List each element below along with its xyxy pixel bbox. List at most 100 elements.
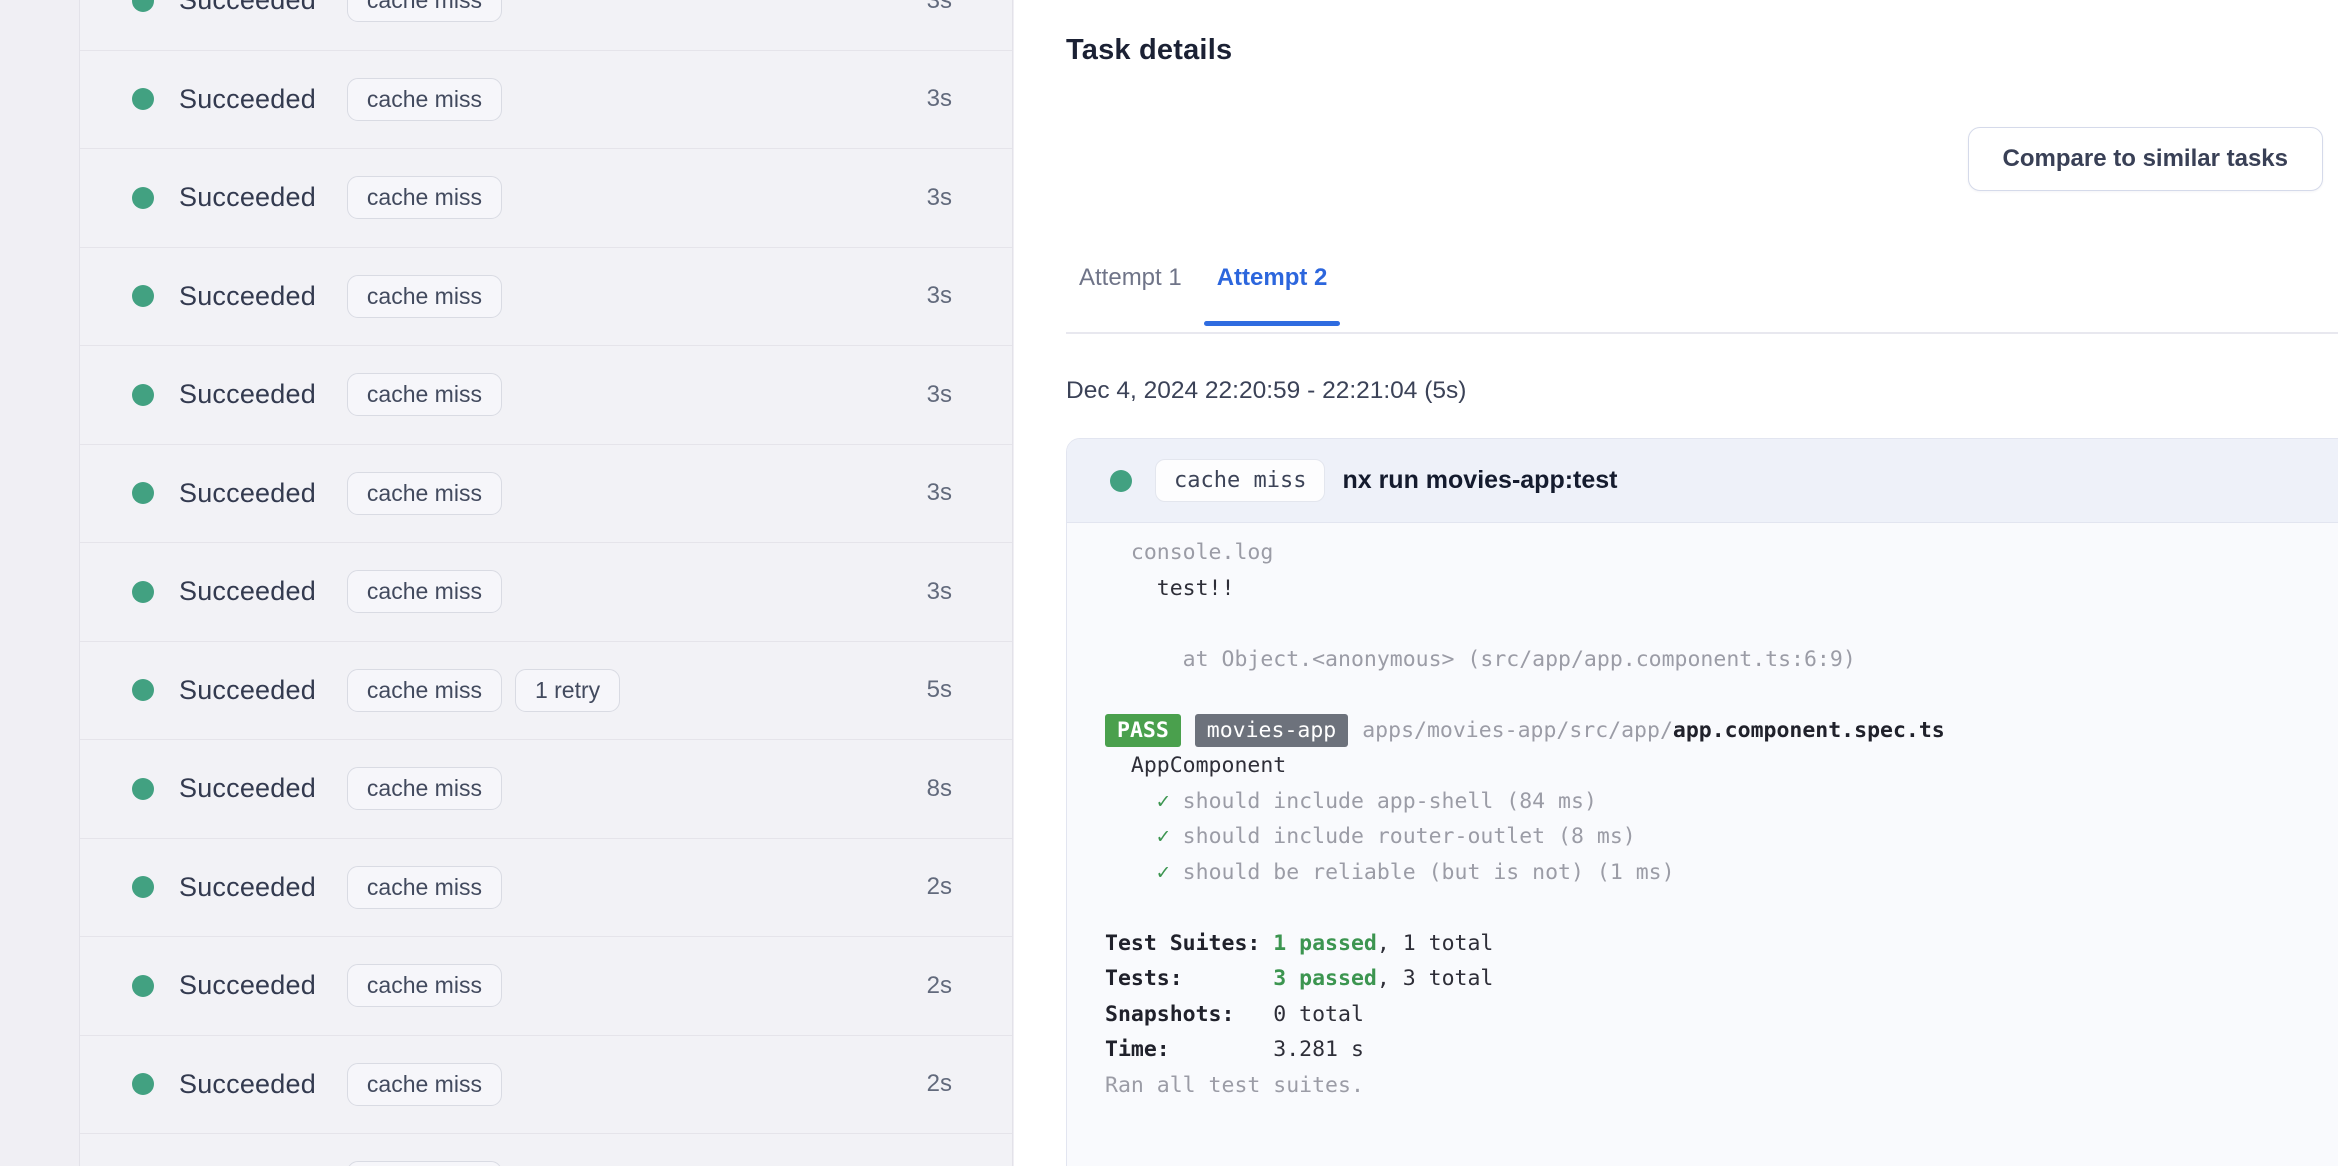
cache-status-badge: cache miss (346, 77, 502, 121)
terminal-line (1105, 890, 2338, 926)
task-badges: cache miss (346, 0, 502, 23)
task-row[interactable]: Succeeded cache miss 8s (80, 740, 1012, 839)
task-status-label: Succeeded (179, 576, 316, 607)
task-row[interactable]: Succeeded cache miss 3s (80, 149, 1012, 248)
status-dot-icon (1110, 469, 1132, 492)
task-duration: 3s (926, 380, 952, 408)
cache-status-badge: cache miss (346, 767, 502, 811)
attempt-tabs: Attempt 1 Attempt 2 (1066, 248, 2338, 334)
terminal-line: AppComponent (1105, 753, 1287, 778)
task-duration: 3s (926, 85, 952, 113)
cache-status-badge: cache miss (346, 1062, 502, 1106)
status-dot-icon (132, 1073, 154, 1096)
task-status-label: Succeeded (179, 477, 316, 508)
terminal-line: at Object.<anonymous> (src/app/app.compo… (1105, 646, 1856, 672)
task-duration: 2s (926, 873, 952, 901)
cache-miss-badge: cache miss (1155, 459, 1326, 502)
terminal-line: test!! (1105, 575, 1235, 601)
task-list: Succeeded cache miss 3s Succeeded cache miss… (79, 0, 1013, 1166)
status-dot-icon (132, 876, 154, 899)
task-row[interactable]: Succeeded cache miss 3s (80, 0, 1012, 51)
task-badges: cache miss (346, 767, 502, 811)
task-badges: cache miss (346, 964, 502, 1008)
terminal-line: Snapshots: 0 total (1105, 1001, 1364, 1027)
status-dot-icon (132, 974, 154, 997)
terminal-line (1105, 606, 2338, 642)
task-row[interactable]: Succeeded cache miss 2s (80, 1036, 1012, 1134)
task-duration: 3s (926, 577, 952, 605)
task-badges: cache miss 1 retry (346, 668, 621, 712)
status-dot-icon (132, 285, 154, 308)
cache-status-badge: cache miss (346, 471, 502, 515)
cache-status-badge: cache miss (346, 0, 502, 23)
terminal-line: PASS movies-app apps/movies-app/src/app/ap… (1105, 713, 2338, 749)
task-status-label: Succeeded (179, 0, 316, 16)
task-duration: 5s (926, 676, 952, 704)
status-dot-icon (132, 383, 154, 406)
task-command: nx run movies-app:test (1342, 466, 1618, 494)
cache-status-badge: cache miss (346, 668, 502, 712)
cache-status-badge: cache miss (346, 570, 502, 614)
task-row[interactable]: Succeeded cache miss 3s (80, 445, 1012, 543)
task-badges: cache miss (346, 77, 502, 121)
terminal-output-card: cache miss nx run movies-app:test consol… (1066, 438, 2338, 1166)
status-dot-icon (132, 580, 154, 603)
task-duration: 3s (926, 0, 952, 14)
status-dot-icon (132, 777, 154, 800)
terminal-line: ✓ should include router-outlet (8 ms) (1156, 824, 1636, 849)
status-dot-icon (132, 88, 154, 111)
task-details-panel: Task details Compare to similar tasks At… (1014, 0, 2338, 1166)
cache-status-badge: cache miss (346, 274, 502, 318)
task-status-label: Succeeded (179, 83, 316, 114)
task-row[interactable]: Succeeded cache miss 2s (80, 937, 1012, 1036)
status-dot-icon (132, 482, 154, 505)
task-badges: cache miss (346, 865, 502, 909)
task-status-label: Succeeded (179, 970, 316, 1001)
task-duration: 3s (926, 282, 952, 310)
task-duration: 3s (926, 183, 952, 211)
terminal-header[interactable]: cache miss nx run movies-app:test (1067, 439, 2338, 523)
terminal-line: console.log (1105, 540, 1274, 565)
compare-similar-tasks-button[interactable]: Compare to similar tasks (1967, 127, 2323, 191)
status-dot-icon (132, 679, 154, 702)
task-badges: cache miss (346, 570, 502, 614)
task-row[interactable]: Succeeded cache miss 3s (80, 248, 1012, 346)
task-status-label: Succeeded (179, 871, 316, 902)
cache-status-badge: cache miss (346, 865, 502, 909)
task-row[interactable]: Succeeded cache miss 3s (80, 51, 1012, 149)
task-duration: 8s (926, 774, 952, 802)
task-row[interactable]: Succeeded cache miss 3s (80, 346, 1012, 445)
page-title: Task details (1066, 34, 1233, 66)
retry-badge: 1 retry (514, 668, 621, 712)
terminal-line: Test Suites: 1 passed, 1 total (1105, 930, 1494, 956)
task-row[interactable]: Succeeded cache miss 3s (80, 543, 1012, 642)
terminal-line: ✓ should be reliable (but is not) (1 ms) (1156, 859, 1675, 885)
terminal-body: console.log test!! at Object.<anonymous>… (1067, 523, 2338, 1103)
task-duration: 3s (926, 479, 952, 507)
attempt-date-range: Dec 4, 2024 22:20:59 - 22:21:04 (5s) (1066, 377, 1467, 404)
tab-attempt-2[interactable]: Attempt 2 (1203, 248, 1341, 332)
cache-status-badge: cache miss (346, 1161, 502, 1166)
terminal-line: Tests: 3 passed, 3 total (1105, 966, 1494, 991)
terminal-line: ✓ should include app-shell (84 ms) (1156, 788, 1597, 814)
status-dot-icon (132, 186, 154, 209)
cache-status-badge: cache miss (346, 964, 502, 1008)
task-status-label: Succeeded (179, 182, 316, 213)
task-duration: 2s (926, 971, 952, 999)
task-duration: 2s (926, 1070, 952, 1098)
terminal-line: Ran all test suites. (1105, 1072, 1364, 1098)
task-status-label: Succeeded (179, 1068, 316, 1099)
task-status-label: Succeeded (179, 280, 316, 311)
task-badges: cache miss (346, 471, 502, 515)
cache-status-badge: cache miss (346, 176, 502, 220)
task-badges: cache miss (346, 373, 502, 417)
tab-attempt-1[interactable]: Attempt 1 (1079, 264, 1182, 291)
task-status-label: Succeeded (179, 773, 316, 804)
cache-status-badge: cache miss (346, 373, 502, 417)
task-row[interactable]: Succeeded cache miss 2s (80, 839, 1012, 937)
status-dot-icon (132, 0, 154, 12)
task-row[interactable]: Succeeded cache miss 1 retry 5s (80, 642, 1012, 740)
task-status-label: Succeeded (179, 379, 316, 410)
task-badges: cache miss (346, 1161, 502, 1166)
